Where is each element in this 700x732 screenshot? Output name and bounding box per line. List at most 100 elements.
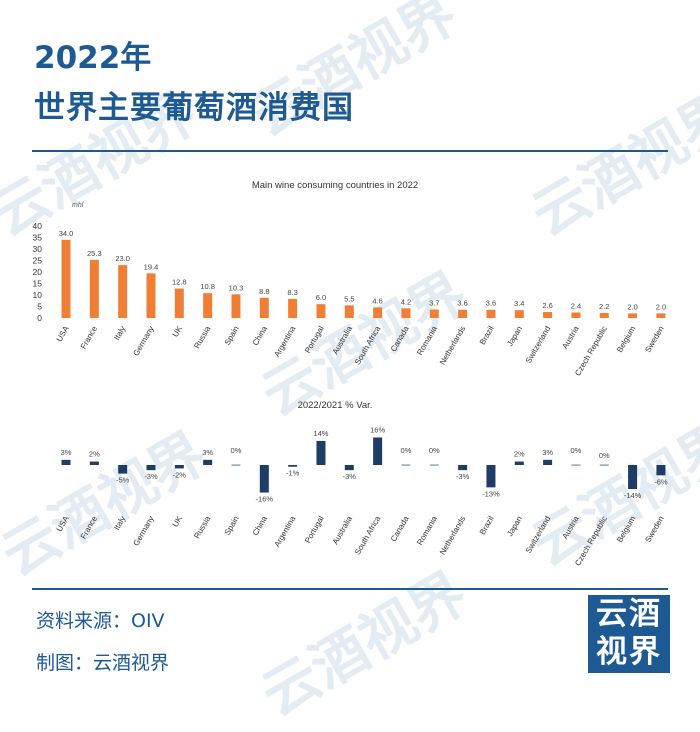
chart2-value-label: -3% bbox=[343, 472, 357, 481]
chart1-y-tick: 20 bbox=[33, 267, 43, 277]
chart2-bar bbox=[174, 465, 184, 469]
chart1-x-tick: USA bbox=[55, 324, 71, 343]
chart1-y-tick: 30 bbox=[33, 244, 43, 254]
chart2-bar bbox=[514, 461, 524, 465]
chart1-x-tick: Netherlands bbox=[438, 325, 467, 367]
chart2-x-tick: Belgium bbox=[615, 514, 637, 544]
footer-divider bbox=[32, 588, 668, 590]
chart1-value-label: 4.2 bbox=[401, 297, 411, 306]
chart2-x-tick: Italy bbox=[112, 515, 127, 532]
chart1-value-label: 6.0 bbox=[316, 293, 326, 302]
chart2-bar bbox=[599, 464, 609, 466]
chart2-x-tick: Russia bbox=[192, 514, 212, 540]
chart2-value-label: -14% bbox=[624, 491, 642, 500]
chart1-x-tick: Sweden bbox=[643, 325, 665, 355]
chart1-bar bbox=[288, 298, 298, 318]
chart1-x-tick: Portugal bbox=[303, 324, 326, 354]
chart2-bar bbox=[486, 465, 496, 488]
page-title: 2022年 bbox=[34, 40, 152, 76]
page-subtitle: 世界主要葡萄酒消费国 bbox=[34, 90, 354, 126]
credit-text: 制图：云酒视界 bbox=[36, 652, 170, 674]
chart1-x-tick: South Africa bbox=[353, 324, 383, 366]
chart1-bar bbox=[89, 259, 99, 318]
chart1-x-tick: Canada bbox=[389, 324, 411, 353]
chart1-bar bbox=[373, 307, 383, 318]
chart1-bar bbox=[401, 308, 411, 318]
chart1-x-tick: Spain bbox=[223, 325, 241, 347]
chart1-value-label: 12.8 bbox=[172, 278, 187, 287]
chart1-bar bbox=[203, 293, 213, 318]
chart2-x-tick: Switzerland bbox=[524, 515, 552, 555]
chart2-value-label: 0% bbox=[571, 446, 582, 455]
chart1-bar bbox=[599, 312, 609, 318]
chart1-bar bbox=[543, 312, 553, 318]
chart1-x-tick: France bbox=[79, 324, 100, 351]
chart2-x-tick: Romania bbox=[415, 514, 439, 547]
chart2-bar bbox=[316, 440, 326, 465]
chart1-x-tick: Brazil bbox=[478, 324, 496, 346]
chart1-value-label: 10.3 bbox=[229, 283, 244, 292]
chart1-bar bbox=[486, 309, 496, 318]
chart1-value-label: 23.0 bbox=[115, 254, 130, 263]
chart1-value-label: 19.4 bbox=[144, 262, 159, 271]
chart2-value-label: 0% bbox=[429, 446, 440, 455]
chart1-bar bbox=[316, 304, 326, 318]
chart1-value-label: 4.6 bbox=[372, 296, 382, 305]
chart1-x-tick: China bbox=[251, 324, 270, 347]
chart2-x-tick: Japan bbox=[505, 515, 524, 538]
chart1-value-label: 8.8 bbox=[259, 287, 269, 296]
chart2-bar bbox=[118, 465, 128, 474]
chart2-x-tick: Argentina bbox=[272, 514, 297, 549]
chart2-x-tick: South Africa bbox=[353, 514, 383, 556]
chart2-value-label: 16% bbox=[370, 425, 385, 434]
chart2-bar bbox=[146, 465, 156, 471]
chart2-bar bbox=[543, 459, 553, 465]
chart1-value-label: 3.6 bbox=[457, 299, 467, 308]
chart1-value-label: 3.4 bbox=[514, 299, 524, 308]
chart1-y-tick: 0 bbox=[37, 313, 42, 323]
chart1-y-tick: 10 bbox=[33, 290, 43, 300]
chart1-value-label: 34.0 bbox=[59, 229, 74, 238]
chart2-x-tick: France bbox=[79, 514, 100, 541]
chart1-value-label: 2.6 bbox=[542, 301, 552, 310]
chart2-bar bbox=[458, 465, 468, 471]
chart1-y-tick: 15 bbox=[33, 279, 43, 289]
header-divider bbox=[32, 150, 668, 152]
chart2-value-label: -16% bbox=[256, 495, 274, 504]
chart2-bar bbox=[203, 459, 213, 465]
chart1-x-tick: Germany bbox=[131, 325, 155, 358]
chart1-y-tick: 25 bbox=[33, 256, 43, 266]
chart1-x-tick: Romania bbox=[415, 324, 439, 357]
chart1-y-tick: 5 bbox=[37, 302, 42, 312]
chart1-bar bbox=[344, 305, 354, 318]
chart2-value-label: -2% bbox=[173, 470, 187, 479]
logo-text-top: 云酒 bbox=[596, 596, 662, 632]
chart2-x-tick: Netherlands bbox=[438, 515, 467, 557]
chart1-value-label: 3.7 bbox=[429, 298, 439, 307]
chart2-bar bbox=[259, 465, 269, 493]
chart2-bar bbox=[61, 459, 71, 465]
chart1-x-tick: Austria bbox=[560, 324, 581, 351]
chart-area: Main wine consuming countries in 2022 mhl… bbox=[33, 180, 668, 568]
chart2-value-label: -3% bbox=[456, 472, 470, 481]
chart1-value-label: 25.3 bbox=[87, 249, 102, 258]
chart2-bar bbox=[344, 465, 354, 471]
chart2-x-tick: Germany bbox=[131, 515, 155, 548]
chart1-value-label: 2.4 bbox=[571, 301, 581, 310]
chart1-x-tick: UK bbox=[171, 324, 185, 339]
chart2-bar bbox=[288, 465, 298, 467]
chart2-value-label: 2% bbox=[89, 450, 100, 459]
chart2-x-tick: Austria bbox=[560, 514, 581, 541]
chart2-value-label: -13% bbox=[482, 489, 500, 498]
chart2-value-label: 0% bbox=[599, 451, 610, 460]
chart1-title: Main wine consuming countries in 2022 bbox=[252, 180, 418, 191]
chart2-bar bbox=[571, 464, 581, 466]
chart1-bar bbox=[656, 313, 666, 318]
chart1-bar bbox=[231, 294, 241, 318]
chart1-y-tick: 40 bbox=[33, 221, 43, 231]
chart1-x-tick: Russia bbox=[192, 324, 212, 350]
chart2-value-label: 3% bbox=[202, 448, 213, 457]
chart1-value-label: 8.3 bbox=[287, 288, 297, 297]
logo-text-bottom: 视界 bbox=[596, 634, 662, 670]
chart2-value-label: 3% bbox=[542, 448, 553, 457]
